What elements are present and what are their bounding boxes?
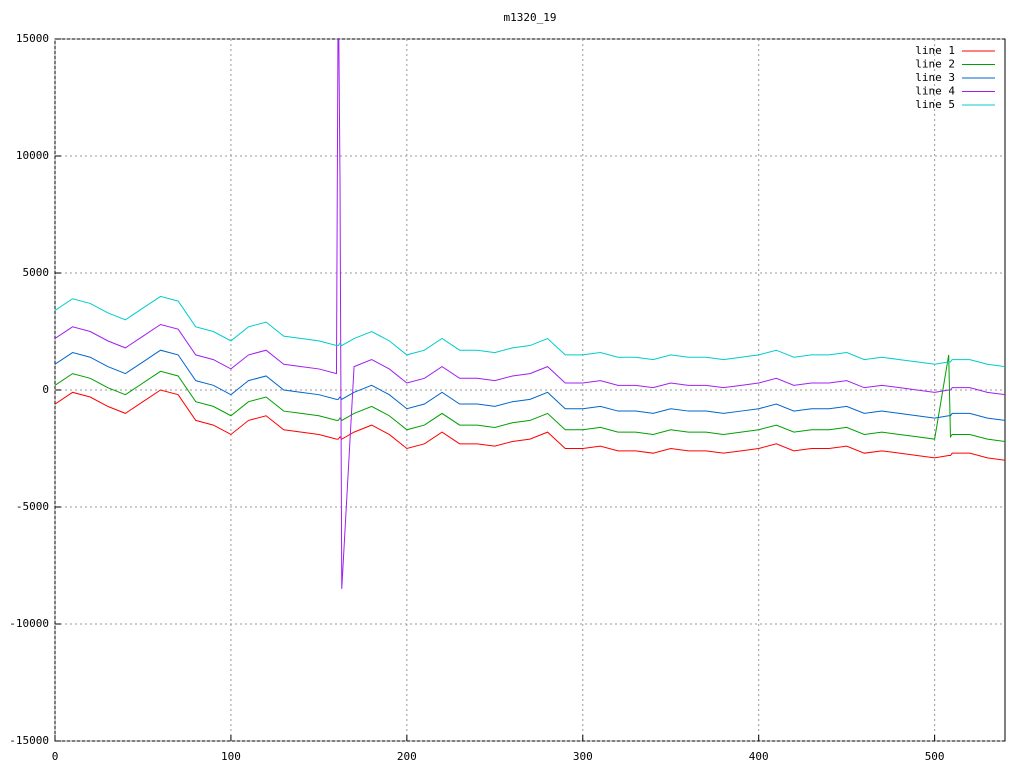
legend-label: line 5 [915, 98, 955, 111]
legend-label: line 4 [915, 85, 955, 98]
x-tick-label: 400 [749, 750, 769, 763]
line-series [55, 389, 1005, 461]
y-tick-label: -10000 [9, 617, 49, 630]
y-tick-label: 0 [42, 383, 49, 396]
y-tick-label: -15000 [9, 734, 49, 747]
y-tick-label: 10000 [16, 149, 49, 162]
y-tick-label: 5000 [23, 266, 50, 279]
y-tick-label: 15000 [16, 32, 49, 45]
line-series [55, 295, 1005, 368]
line-series [55, 354, 1005, 442]
legend-label: line 3 [915, 71, 955, 84]
line-series [55, 349, 1005, 421]
chart-title: m1320_19 [504, 11, 557, 24]
x-tick-label: 0 [52, 750, 59, 763]
x-tick-label: 300 [573, 750, 593, 763]
x-tick-label: 500 [925, 750, 945, 763]
legend-label: line 1 [915, 44, 955, 57]
legend-label: line 2 [915, 58, 955, 71]
x-tick-label: 200 [397, 750, 417, 763]
line-series [55, 39, 1005, 589]
x-tick-label: 100 [221, 750, 241, 763]
y-tick-label: -5000 [16, 500, 49, 513]
plot-area [55, 39, 1005, 589]
